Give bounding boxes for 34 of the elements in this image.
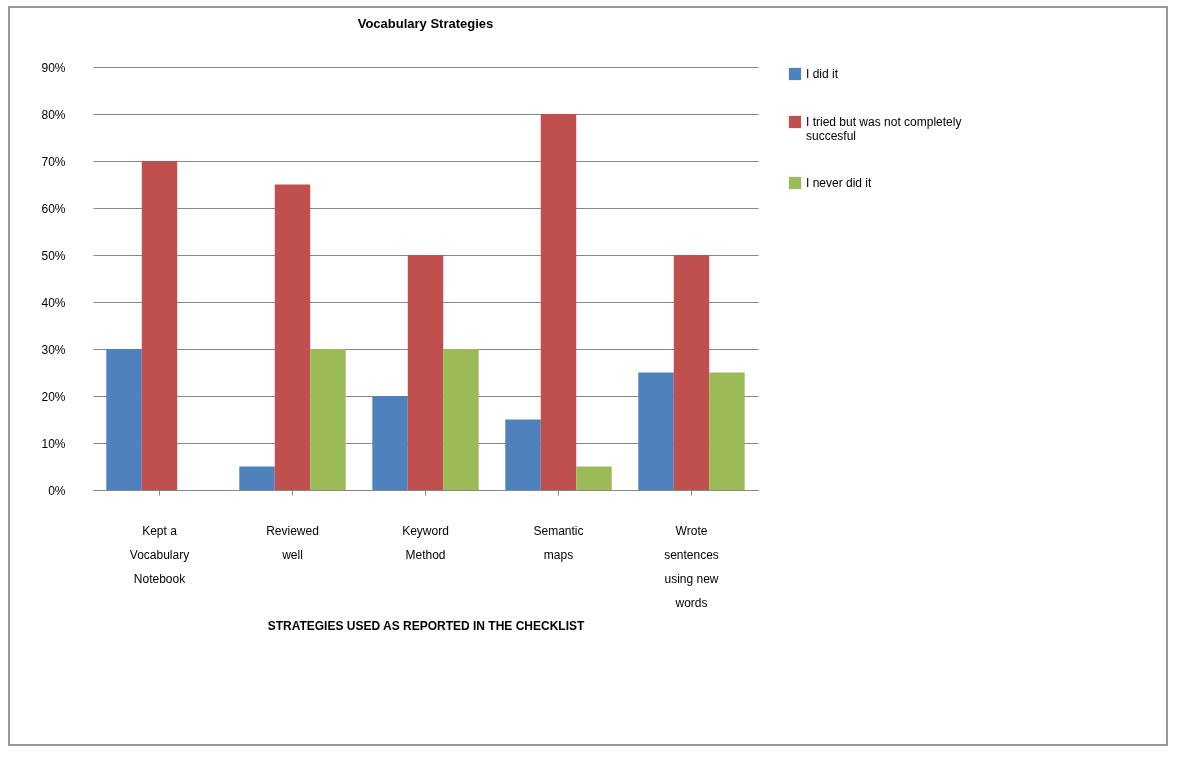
chart-title: Vocabulary Strategies bbox=[357, 16, 494, 31]
y-tick-label: 80% bbox=[41, 107, 66, 122]
legend-label: I tried but was not completely succesful bbox=[806, 115, 962, 143]
bar bbox=[673, 255, 710, 490]
bar bbox=[443, 349, 479, 490]
y-tick-label: 40% bbox=[41, 295, 66, 310]
bar bbox=[407, 255, 444, 490]
bar bbox=[274, 184, 311, 490]
y-tick-label: 20% bbox=[41, 389, 66, 404]
bar bbox=[239, 466, 275, 490]
y-tick-label: 10% bbox=[41, 436, 66, 451]
x-tick-label: Keyword Method bbox=[402, 523, 449, 562]
bar bbox=[709, 372, 745, 490]
bar bbox=[638, 372, 674, 490]
x-tick-label: Semantic maps bbox=[533, 523, 584, 562]
y-tick-label: 90% bbox=[41, 60, 66, 75]
legend-label: I never did it bbox=[806, 176, 873, 190]
x-tick-label: Wrote sentences using new words bbox=[664, 523, 719, 610]
bar bbox=[576, 466, 612, 490]
legend-label: I did it bbox=[806, 67, 839, 81]
y-tick-label: 50% bbox=[41, 248, 66, 263]
bar bbox=[106, 349, 142, 490]
bar bbox=[372, 396, 408, 490]
x-tick-label: Reviewed well bbox=[266, 523, 319, 562]
y-tick-label: 70% bbox=[41, 154, 66, 169]
bar bbox=[141, 161, 178, 490]
y-tick-label: 30% bbox=[41, 342, 66, 357]
x-axis-title: STRATEGIES USED AS REPORTED IN THE CHECKLIST bbox=[267, 618, 586, 633]
x-tick-label: Kept a Vocabulary Notebook bbox=[129, 523, 190, 586]
bar bbox=[310, 349, 346, 490]
bar bbox=[505, 419, 541, 490]
bar bbox=[540, 114, 577, 490]
y-tick-label: 60% bbox=[41, 201, 66, 216]
y-tick-label: 0% bbox=[48, 483, 66, 498]
